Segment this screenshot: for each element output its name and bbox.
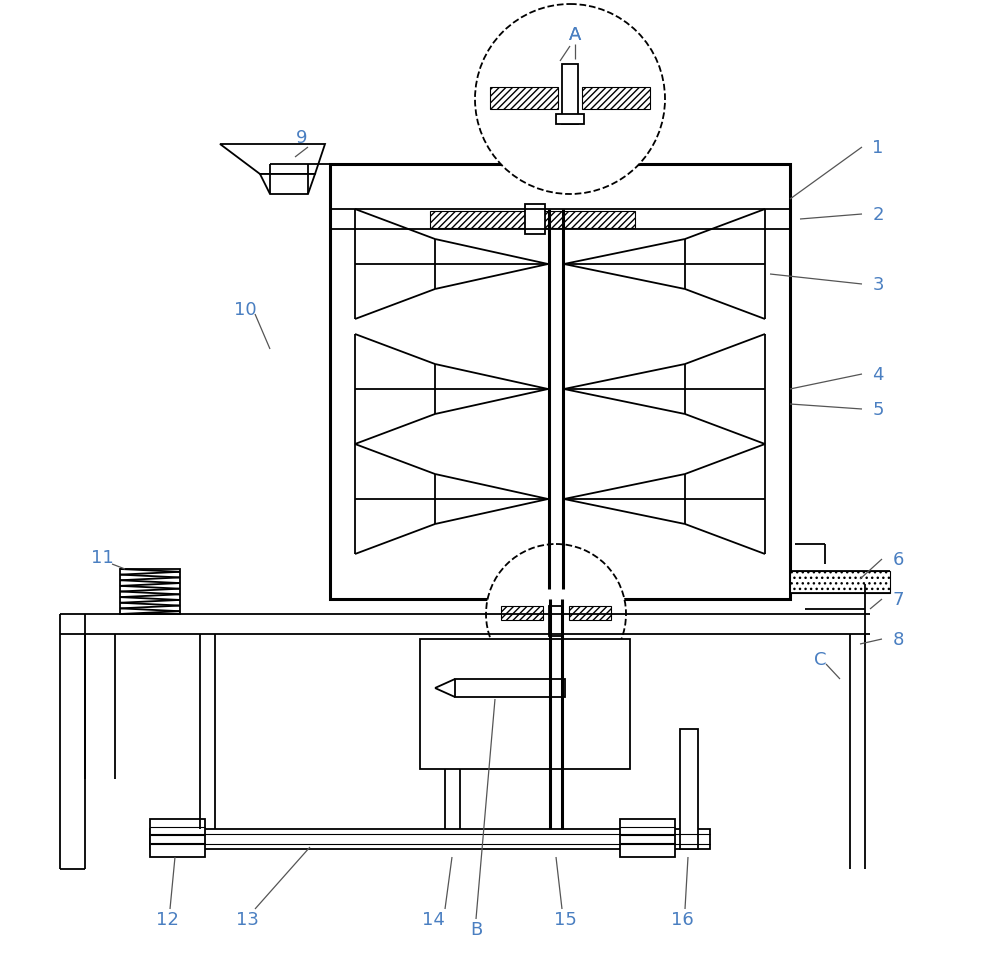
Text: 7: 7 xyxy=(892,591,904,608)
Circle shape xyxy=(475,5,665,195)
Text: A: A xyxy=(569,26,581,44)
Text: 10: 10 xyxy=(234,300,256,319)
Text: 8: 8 xyxy=(892,631,904,648)
Bar xyxy=(490,88,558,110)
Bar xyxy=(120,569,180,614)
Bar xyxy=(549,606,563,637)
Text: 14: 14 xyxy=(422,911,444,928)
Bar xyxy=(150,820,205,857)
Bar xyxy=(680,730,698,849)
Bar xyxy=(525,204,545,235)
Bar xyxy=(540,212,635,229)
Text: 5: 5 xyxy=(872,401,884,419)
Text: 1: 1 xyxy=(872,139,884,156)
Text: 12: 12 xyxy=(156,911,178,928)
Text: A: A xyxy=(569,26,581,44)
Bar xyxy=(556,114,584,125)
Bar xyxy=(501,606,543,620)
Text: 15: 15 xyxy=(554,911,576,928)
Bar xyxy=(620,820,675,857)
Bar xyxy=(330,165,790,600)
Bar xyxy=(582,88,650,110)
Bar xyxy=(430,212,525,229)
Text: 13: 13 xyxy=(236,911,258,928)
Bar xyxy=(569,606,611,620)
Polygon shape xyxy=(260,175,315,195)
Text: 9: 9 xyxy=(296,129,308,147)
Bar xyxy=(420,640,630,770)
Text: 11: 11 xyxy=(91,549,113,566)
Bar xyxy=(455,680,565,697)
Text: B: B xyxy=(470,920,482,938)
Bar xyxy=(150,829,710,849)
Text: 6: 6 xyxy=(892,551,904,568)
Text: 4: 4 xyxy=(872,366,884,383)
Circle shape xyxy=(486,545,626,685)
Text: 3: 3 xyxy=(872,276,884,293)
Text: 16: 16 xyxy=(671,911,693,928)
Text: C: C xyxy=(814,650,826,668)
Bar xyxy=(790,571,890,594)
Bar xyxy=(562,65,578,125)
Text: 2: 2 xyxy=(872,205,884,224)
Polygon shape xyxy=(220,145,325,175)
